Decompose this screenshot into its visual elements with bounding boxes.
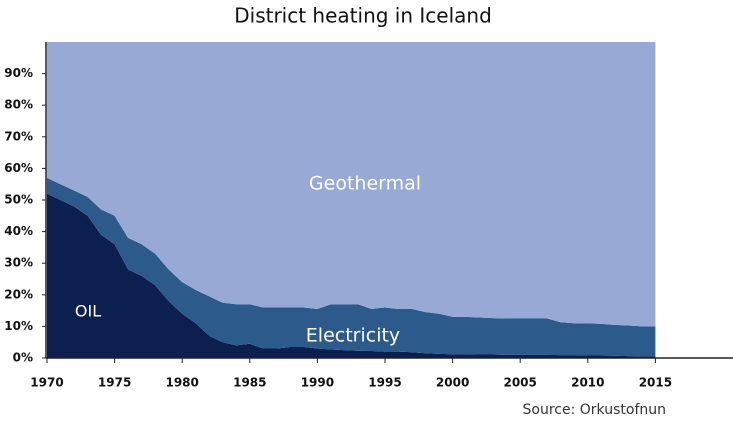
x-tick-label: 1980 (165, 376, 198, 390)
area-label: OIL (75, 302, 101, 321)
y-tick-label: 40% (4, 224, 33, 238)
y-tick-label: 20% (4, 287, 33, 301)
x-tick-label: 2005 (503, 376, 536, 390)
y-tick-label: 70% (4, 129, 33, 143)
y-tick-label: 30% (4, 256, 33, 270)
area-label: Geothermal (309, 173, 421, 195)
x-tick-label: 1995 (368, 376, 401, 390)
area (47, 42, 656, 327)
source: Source: Orkustofnun (523, 402, 666, 418)
y-tick-label: 0% (13, 351, 33, 365)
x-tick-label: 2010 (571, 376, 604, 390)
area (47, 193, 656, 358)
y-tick-label: 80% (4, 98, 33, 112)
y-tick-label: 50% (4, 193, 33, 207)
y-tick-label: 90% (4, 66, 33, 80)
x-tick-label: 1985 (233, 376, 266, 390)
x-tick-label: 1990 (301, 376, 334, 390)
y-tick-label: 60% (4, 161, 33, 175)
area (47, 177, 656, 357)
x-tick-label: 1975 (98, 376, 131, 390)
area-label: Electricity (306, 325, 400, 347)
x-tick-label: 1970 (30, 376, 63, 390)
y-tick-label: 10% (4, 319, 33, 333)
chart-title: District heating in Iceland (234, 4, 492, 28)
x-tick-label: 2015 (639, 376, 672, 390)
x-tick-label: 2000 (436, 376, 469, 390)
